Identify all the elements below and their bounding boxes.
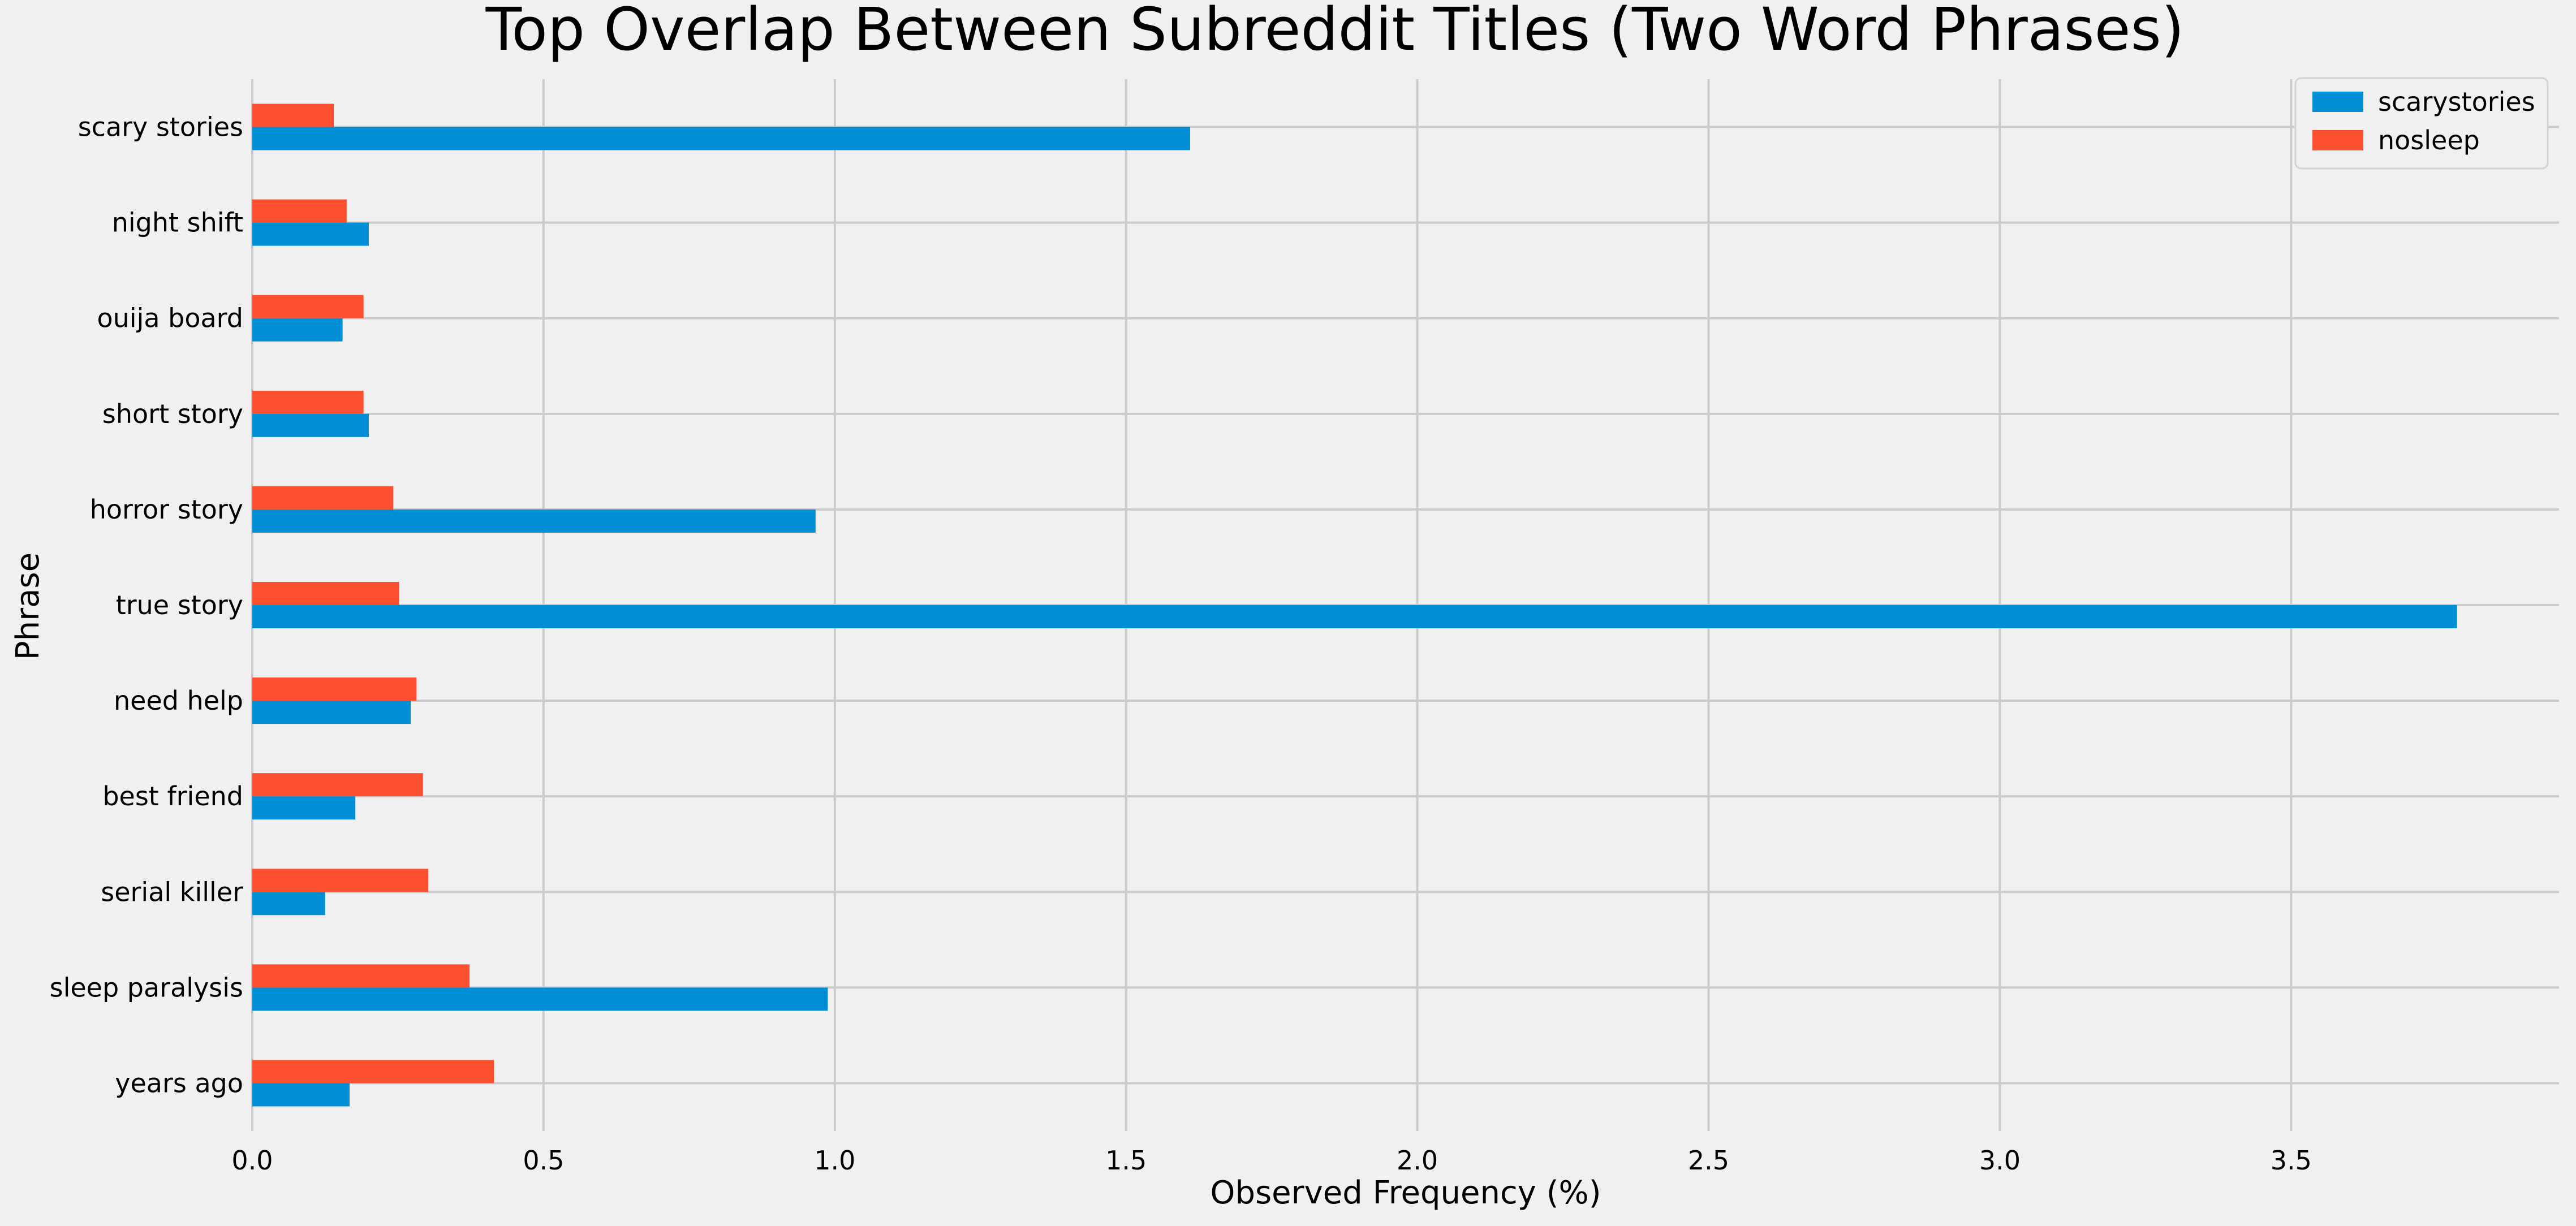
x-tick-label: 0.0 — [231, 1145, 273, 1176]
bar-nosleep — [252, 581, 399, 605]
legend-swatch-scarystories — [2312, 92, 2363, 112]
bar-scarystories — [252, 701, 411, 724]
bar-scarystories — [252, 413, 369, 437]
y-tick-label: night shift — [112, 208, 243, 238]
y-tick-label: ouija board — [97, 303, 243, 334]
bar-nosleep — [252, 773, 423, 797]
bar-scarystories — [252, 796, 356, 820]
legend-swatch-nosleep — [2312, 130, 2363, 150]
legend-label-nosleep: nosleep — [2378, 125, 2480, 156]
chart-title: Top Overlap Between Subreddit Titles (Tw… — [485, 0, 2185, 64]
bar-scarystories — [252, 1083, 350, 1107]
y-tick-label: horror story — [90, 494, 243, 525]
legend-label-scarystories: scarystories — [2378, 87, 2535, 117]
y-tick-label: short story — [102, 399, 243, 429]
bars — [252, 103, 2457, 1107]
bar-scarystories — [252, 127, 1190, 150]
y-tick-label: sleep paralysis — [50, 972, 243, 1003]
tick-labels: 0.0 0.5 1.0 1.5 2.0 2.5 3.0 3.5 scary stories nig… — [50, 112, 2312, 1176]
y-tick-label: serial killer — [101, 877, 243, 907]
bar-nosleep — [252, 1060, 494, 1083]
x-tick-label: 3.0 — [1979, 1145, 2021, 1176]
bar-scarystories — [252, 987, 828, 1011]
bar-nosleep — [252, 295, 364, 318]
y-tick-label: true story — [116, 590, 243, 620]
x-tick-label: 1.5 — [1105, 1145, 1147, 1176]
bar-scarystories — [252, 605, 2457, 629]
bar-nosleep — [252, 199, 347, 223]
bar-nosleep — [252, 869, 428, 892]
x-tick-label: 0.5 — [523, 1145, 564, 1176]
y-tick-label: years ago — [115, 1068, 243, 1098]
y-tick-label: need help — [114, 685, 243, 716]
bar-nosleep — [252, 390, 364, 414]
bar-nosleep — [252, 677, 417, 701]
bar-scarystories — [252, 318, 343, 342]
bar-nosleep — [252, 486, 394, 510]
bar-scarystories — [252, 892, 325, 916]
y-tick-label: scary stories — [78, 112, 243, 143]
y-axis-label: Phrase — [10, 552, 46, 660]
legend: scarystories nosleep — [2294, 77, 2549, 170]
x-axis-label: Observed Frequency (%) — [1210, 1175, 1601, 1211]
y-tick-label: best friend — [102, 781, 243, 811]
bar-scarystories — [252, 509, 816, 533]
bar-nosleep — [252, 964, 470, 988]
x-tick-label: 2.0 — [1397, 1145, 1438, 1176]
bar-scarystories — [252, 222, 369, 246]
bar-nosleep — [252, 103, 334, 127]
x-tick-label: 2.5 — [1688, 1145, 1729, 1176]
x-tick-label: 3.5 — [2271, 1145, 2312, 1176]
x-tick-label: 1.0 — [814, 1145, 855, 1176]
